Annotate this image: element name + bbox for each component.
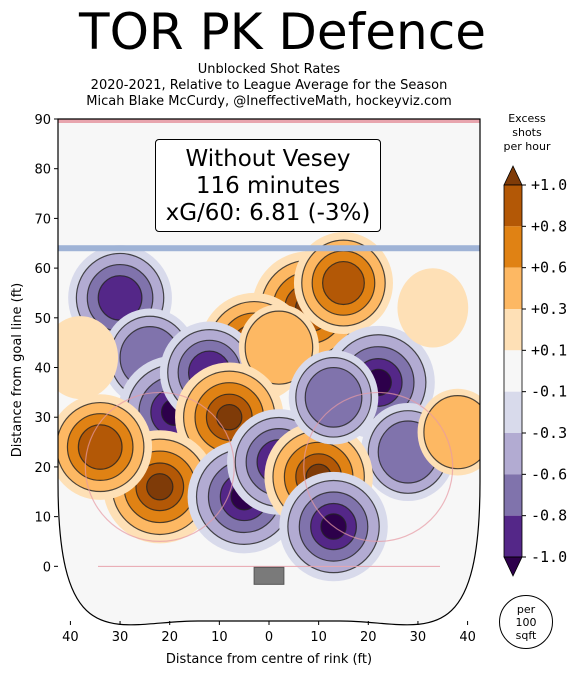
y-tick-label: 90 — [34, 113, 51, 128]
colorbar-tick-label: +1.0 — [531, 176, 567, 194]
colorbar-segment — [504, 350, 522, 392]
colorbar-tick-label: -0.8 — [531, 507, 567, 525]
colorbar-bottom-arrow — [503, 556, 523, 577]
heat-blob — [397, 268, 469, 348]
colorbar-segment — [504, 474, 522, 516]
contour-level — [146, 473, 174, 501]
x-axis-label: Distance from centre of rink (ft) — [166, 652, 372, 667]
faceoff-circle-left — [84, 391, 235, 542]
heat-blob — [417, 388, 480, 476]
y-tick-label: 20 — [34, 461, 51, 476]
blue-line — [58, 245, 480, 252]
annotation-player: Without Vesey — [185, 146, 351, 172]
subtitle-line-2: 2020-2021, Relative to League Average fo… — [90, 78, 448, 93]
colorbar-segment — [504, 185, 522, 227]
x-tick-label: 40 — [459, 630, 476, 645]
x-tick-label: 30 — [112, 630, 129, 645]
colorbar-tick-label: -0.1 — [531, 383, 567, 401]
x-tick-label: 40 — [62, 630, 79, 645]
red-line — [58, 119, 480, 123]
goal-net — [253, 566, 285, 585]
contour-level — [244, 310, 314, 385]
colorbar-segment — [504, 433, 522, 475]
rink-boards — [57, 118, 481, 626]
y-tick-label: 10 — [34, 511, 51, 526]
y-tick-label: 70 — [34, 212, 51, 227]
colorbar-segment — [504, 515, 522, 557]
colorbar-tick-label: +0.6 — [531, 259, 567, 277]
y-tick-label: 50 — [34, 312, 51, 327]
colorbar-tick-label: +0.1 — [531, 341, 567, 359]
contour-level — [77, 424, 123, 470]
contour-level — [304, 366, 363, 428]
y-tick-label: 80 — [34, 163, 51, 178]
x-tick-label: 10 — [211, 630, 228, 645]
contour-level — [397, 268, 469, 348]
contour-level — [58, 316, 119, 400]
x-tick-label: 20 — [161, 630, 178, 645]
colorbar: +1.0 +0.8 +0.6 +0.3 +0.1 -0.1 -0.3 -0.6 -0.8 -1.0 — [503, 165, 567, 577]
annotation-xg: xG/60: 6.81 (-3%) — [165, 200, 371, 226]
y-tick-label: 30 — [34, 411, 51, 426]
colorbar-tick-label: -0.3 — [531, 424, 567, 442]
x-tick-label: 0 — [265, 630, 273, 645]
colorbar-tick-label: +0.8 — [531, 217, 567, 235]
colorbar-segment — [504, 391, 522, 433]
x-tick-label: 30 — [410, 630, 427, 645]
colorbar-tick-label: +0.3 — [531, 300, 567, 318]
y-tick-label: 0 — [43, 560, 51, 575]
annotation-minutes: 116 minutes — [195, 173, 341, 199]
colorbar-segment — [504, 309, 522, 351]
heat-blob — [58, 394, 153, 500]
subtitle-line-1: Unblocked Shot Rates — [197, 62, 341, 77]
x-tick-label: 20 — [360, 630, 377, 645]
axes: 0 10 20 30 40 50 60 70 80 90 40 30 20 10 0 10 20 30 40 Dist… — [10, 113, 476, 667]
colorbar-title: Excess shots per hour — [503, 112, 551, 153]
chart-title: TOR PK Defence — [79, 3, 486, 61]
colorbar-top-arrow — [503, 165, 523, 186]
heat-blob — [293, 232, 393, 334]
unit-circle: per 100 sqft — [499, 595, 553, 649]
x-tick-label: 10 — [310, 630, 327, 645]
y-tick-label: 40 — [34, 362, 51, 377]
contour-level — [216, 403, 243, 431]
heat-blob — [58, 316, 119, 400]
colorbar-tick-label: -0.6 — [531, 465, 567, 483]
annotation-box: Without Vesey 116 minutes xG/60: 6.81 (-… — [155, 139, 381, 232]
y-axis-label: Distance from goal line (ft) — [10, 283, 25, 457]
colorbar-frame — [503, 184, 523, 558]
y-tick-label: 60 — [34, 262, 51, 277]
subtitle-line-3: Micah Blake McCurdy, @IneffectiveMath, h… — [86, 94, 452, 109]
contour-level — [423, 394, 480, 470]
heat-blob — [288, 350, 379, 445]
colorbar-segment — [504, 226, 522, 268]
colorbar-segment — [504, 267, 522, 309]
colorbar-tick-label: -1.0 — [531, 548, 567, 566]
heatmap-field — [58, 232, 480, 582]
contour-level — [322, 260, 365, 306]
faceoff-circle-right — [303, 391, 454, 542]
rink-markings — [58, 119, 480, 567]
plot-area — [57, 118, 481, 626]
